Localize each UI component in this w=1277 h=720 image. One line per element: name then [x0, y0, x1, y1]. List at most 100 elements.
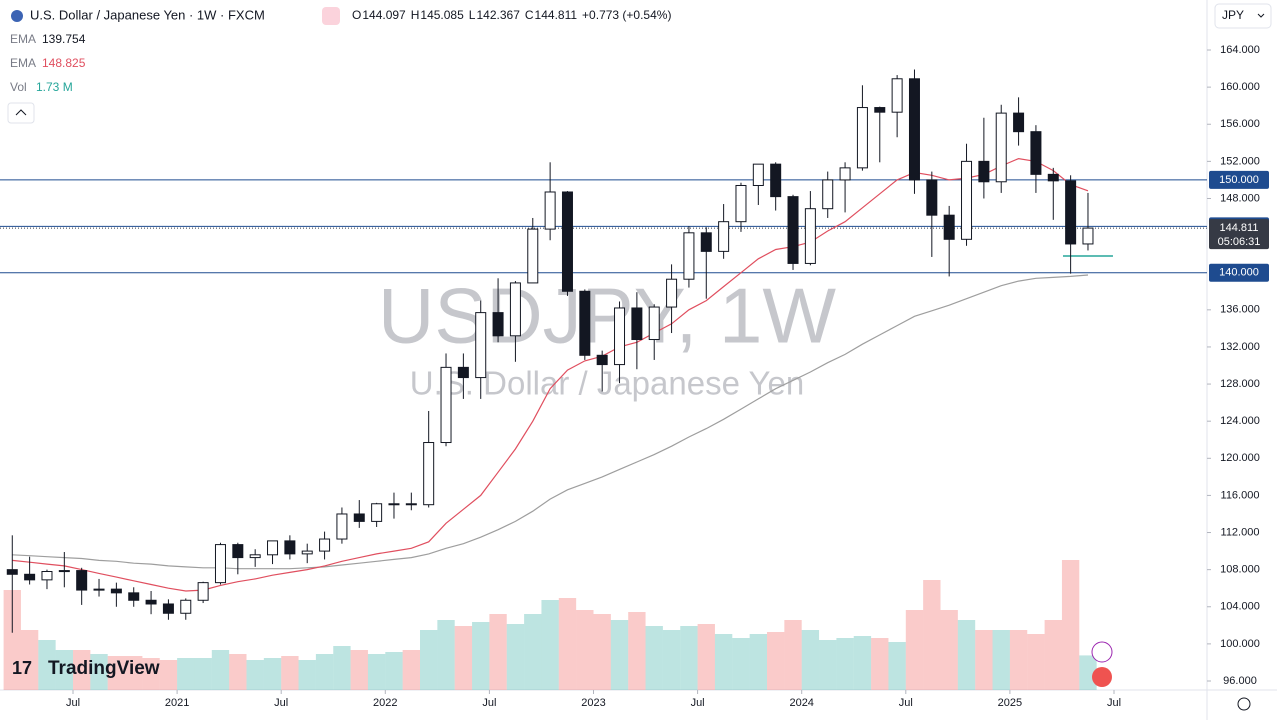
- volume-bar: [333, 646, 351, 690]
- volume-bar: [628, 612, 646, 690]
- candle-body: [1047, 173, 1059, 182]
- last-price-label: 144.811: [1220, 222, 1259, 234]
- candle-body: [457, 366, 469, 379]
- settings-icon[interactable]: [1237, 697, 1251, 711]
- candle-body: [319, 538, 331, 552]
- volume-bar: [229, 654, 247, 690]
- candle-body: [128, 592, 140, 601]
- indicator-icon[interactable]: [322, 7, 340, 25]
- candle-body: [93, 588, 105, 591]
- y-tick-label: 116.000: [1221, 489, 1260, 501]
- volume-bar: [645, 626, 663, 690]
- volume-bar: [784, 620, 802, 690]
- candle-body: [232, 544, 244, 559]
- legend-value: 139.754: [42, 32, 86, 46]
- volume-bar: [159, 660, 178, 690]
- candle-body: [58, 570, 70, 573]
- candle-body: [579, 290, 591, 356]
- candle-body: [839, 167, 851, 181]
- currency-label: JPY: [1222, 8, 1244, 22]
- price-tag: [1209, 263, 1269, 282]
- y-tick-label: 164.000: [1220, 44, 1260, 56]
- candle-body: [961, 160, 973, 240]
- collapse-button[interactable]: [7, 102, 35, 124]
- candle-body: [180, 599, 192, 614]
- y-tick-label: 128.000: [1220, 378, 1260, 390]
- candle-body: [648, 306, 660, 341]
- volume-bar: [853, 636, 872, 690]
- y-tick-label: 104.000: [1220, 601, 1260, 613]
- volume-bar: [402, 650, 420, 690]
- candle-body: [162, 603, 174, 614]
- volume-bar: [263, 658, 282, 690]
- volume-bar: [732, 638, 750, 690]
- volume-bar: [714, 634, 733, 690]
- candle-body: [631, 307, 643, 341]
- legend-value: 148.825: [42, 56, 86, 70]
- volume-bar: [38, 640, 56, 690]
- candle-body: [110, 588, 122, 594]
- watermark-symbol: USDJPY, 1W: [378, 272, 836, 360]
- volume-bar: [367, 654, 386, 690]
- candle-body: [423, 442, 435, 506]
- y-tick-label: 120.000: [1220, 452, 1260, 464]
- volume-bar: [801, 630, 820, 690]
- y-tick-label: 96.000: [1223, 675, 1257, 687]
- volume-bar: [975, 630, 993, 690]
- ohlc-value: 144.811: [535, 8, 578, 22]
- x-tick-label: Jul: [482, 697, 496, 709]
- volume-bar: [177, 658, 195, 690]
- ohlc-value: 144.097: [362, 8, 406, 22]
- volume-bar: [55, 650, 73, 690]
- volume-bar: [1027, 634, 1045, 690]
- volume-bar: [1061, 560, 1080, 690]
- candle-body: [301, 550, 313, 555]
- symbol-title: U.S. Dollar / Japanese Yen · 1W · FXCM: [30, 7, 265, 22]
- volume-bar: [1044, 620, 1062, 690]
- volume-bar: [3, 590, 21, 690]
- candle-body: [752, 163, 764, 186]
- candle-body: [336, 513, 348, 540]
- volume-bar: [472, 622, 490, 690]
- x-tick-label: Jul: [899, 697, 913, 709]
- volume-bar: [1079, 655, 1097, 690]
- candle-body: [353, 513, 365, 522]
- volume-bar: [576, 610, 594, 690]
- candle-body: [76, 570, 88, 591]
- ohlc-key: C: [525, 8, 534, 22]
- event-icon[interactable]: [1091, 641, 1113, 663]
- candle-body: [197, 582, 209, 601]
- logo: TradingView: [48, 658, 160, 679]
- candle-body: [891, 78, 903, 113]
- candle-body: [614, 307, 626, 366]
- currency-select[interactable]: [1214, 3, 1272, 29]
- candle-body: [388, 503, 400, 506]
- legend-name: Vol: [10, 80, 27, 94]
- x-tick-label: 2025: [998, 697, 1022, 709]
- volume-bar: [558, 598, 577, 690]
- ohlc-value: 142.367: [476, 8, 520, 22]
- volume-bar: [662, 630, 681, 690]
- volume-bar: [246, 660, 264, 690]
- ohlc-key: H: [411, 8, 420, 22]
- candle-body: [24, 573, 36, 581]
- volume-bar: [90, 654, 108, 690]
- volume-bar: [957, 620, 976, 690]
- volume-bar: [315, 654, 334, 690]
- y-tick-label: 136.000: [1220, 304, 1260, 316]
- y-tick-label: 160.000: [1220, 81, 1260, 93]
- candle-body: [371, 503, 383, 522]
- ohlc-value: 145.085: [420, 8, 464, 22]
- watermark: USDJPY, 1W U.S. Dollar / Japanese Yen: [378, 272, 836, 402]
- candle-body: [718, 221, 730, 252]
- event-icon[interactable]: [1092, 667, 1112, 687]
- volume-bar: [819, 640, 837, 690]
- volume-bar: [20, 630, 39, 690]
- candle-body: [822, 179, 834, 210]
- collapse-arrow: [15, 109, 27, 116]
- ema-line: [12, 157, 1089, 592]
- candle-body: [249, 554, 261, 559]
- candle-body: [405, 503, 417, 506]
- candle-body: [284, 540, 296, 555]
